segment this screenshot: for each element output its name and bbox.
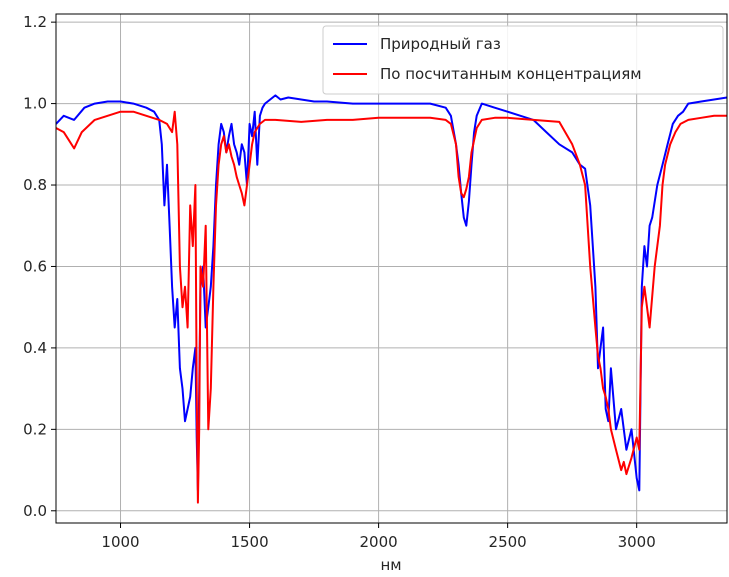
series-layer [56, 94, 727, 504]
x-tick-label: 1500 [230, 533, 268, 551]
y-axis-ticks: 0.0 0.2 0.4 0.6 0.8 1.0 1.2 [23, 13, 56, 520]
x-axis-ticks: 1000 1500 2000 2500 3000 [101, 523, 656, 551]
y-tick-label: 1.0 [23, 95, 47, 113]
x-tick-label: 2000 [360, 533, 398, 551]
y-tick-label: 0.2 [23, 420, 47, 438]
y-tick-label: 0.8 [23, 176, 47, 194]
y-tick-label: 0.6 [23, 257, 47, 275]
plot-background [56, 14, 727, 523]
series-line-2 [56, 110, 727, 504]
y-tick-label: 0.4 [23, 339, 47, 357]
legend-label: По посчитанным концентрациям [380, 65, 642, 83]
plot-frame [55, 13, 728, 524]
x-tick-label: 3000 [618, 533, 656, 551]
legend: Природный газ По посчитанным концентрация… [322, 25, 724, 95]
y-tick-label: 1.2 [23, 13, 47, 31]
x-tick-label: 1000 [101, 533, 139, 551]
series-line-1 [56, 94, 727, 492]
y-tick-label: 0.0 [23, 502, 47, 520]
x-tick-label: 2500 [489, 533, 527, 551]
legend-box [322, 25, 724, 95]
legend-label: Природный газ [380, 35, 501, 53]
x-axis-label: нм [380, 556, 401, 574]
